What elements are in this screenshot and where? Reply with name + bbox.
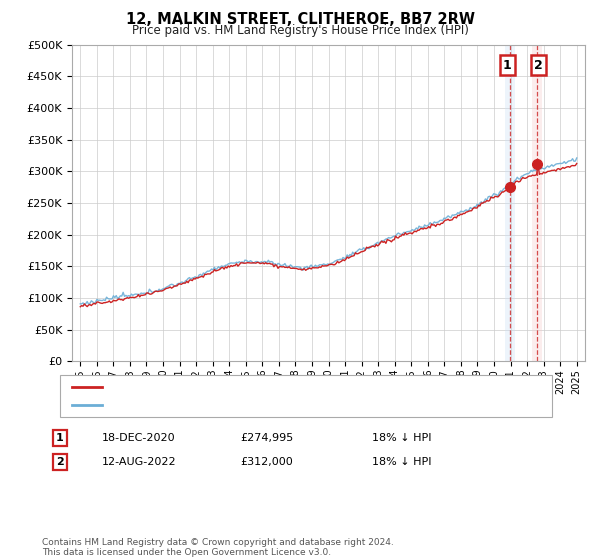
Text: 1: 1: [503, 59, 512, 72]
Text: 18-DEC-2020: 18-DEC-2020: [102, 433, 176, 443]
Text: 2: 2: [56, 457, 64, 467]
Text: £274,995: £274,995: [240, 433, 293, 443]
Text: 12, MALKIN STREET, CLITHEROE, BB7 2RW (detached house): 12, MALKIN STREET, CLITHEROE, BB7 2RW (d…: [111, 382, 427, 392]
Text: 18% ↓ HPI: 18% ↓ HPI: [372, 457, 431, 467]
Bar: [505, 45, 515, 361]
Text: Price paid vs. HM Land Registry's House Price Index (HPI): Price paid vs. HM Land Registry's House …: [131, 24, 469, 36]
Text: HPI: Average price, detached house, Ribble Valley: HPI: Average price, detached house, Ribb…: [111, 400, 371, 410]
Text: 1: 1: [56, 433, 64, 443]
Text: 12-AUG-2022: 12-AUG-2022: [102, 457, 176, 467]
Text: 18% ↓ HPI: 18% ↓ HPI: [372, 433, 431, 443]
Bar: [532, 45, 542, 361]
Text: £312,000: £312,000: [240, 457, 293, 467]
Text: 2: 2: [534, 59, 542, 72]
Text: 12, MALKIN STREET, CLITHEROE, BB7 2RW: 12, MALKIN STREET, CLITHEROE, BB7 2RW: [125, 12, 475, 27]
Text: Contains HM Land Registry data © Crown copyright and database right 2024.
This d: Contains HM Land Registry data © Crown c…: [42, 538, 394, 557]
